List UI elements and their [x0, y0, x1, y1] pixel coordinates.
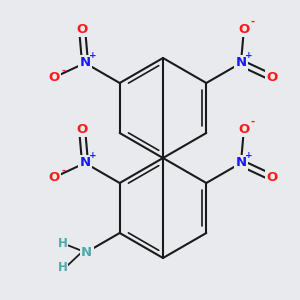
Text: -: - [251, 17, 255, 27]
Text: +: + [245, 52, 253, 61]
Text: N: N [236, 157, 247, 169]
Text: -: - [61, 165, 65, 176]
Text: O: O [238, 22, 250, 36]
Text: +: + [89, 152, 97, 160]
Text: +: + [245, 152, 253, 160]
Text: H: H [58, 237, 68, 250]
Text: H: H [58, 261, 68, 274]
Text: O: O [49, 171, 60, 184]
Text: O: O [266, 71, 278, 84]
Text: +: + [89, 52, 97, 61]
Text: N: N [236, 56, 247, 70]
Text: N: N [80, 157, 91, 169]
Text: N: N [81, 245, 92, 259]
Text: N: N [80, 56, 91, 70]
Text: O: O [266, 171, 278, 184]
Text: O: O [238, 123, 250, 136]
Text: O: O [49, 71, 60, 84]
Text: O: O [76, 22, 88, 36]
Text: -: - [61, 65, 65, 75]
Text: -: - [251, 117, 255, 127]
Text: O: O [76, 123, 88, 136]
